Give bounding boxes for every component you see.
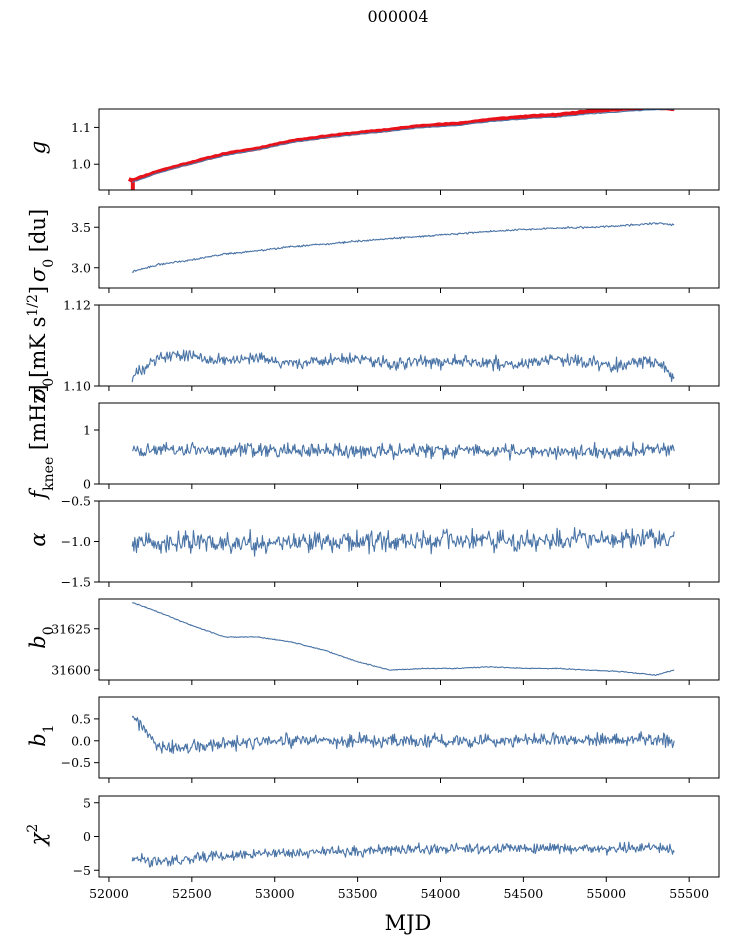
- y-tick-label: 1.10: [63, 379, 91, 394]
- y-tick-label: −0.5: [61, 755, 91, 770]
- y-tick-label: 31625: [51, 621, 91, 636]
- x-tick-label: 54000: [421, 886, 461, 901]
- series-sigma0_mK-data: [131, 349, 675, 383]
- panel-alpha: −1.5 −1.0 −0.5 α: [26, 494, 720, 590]
- y-axis-label: χ2: [25, 824, 50, 848]
- y-tick-label: 3.5: [71, 220, 91, 235]
- y-tick-label: 0: [83, 477, 91, 492]
- x-tick-label: 53000: [255, 886, 295, 901]
- y-tick-label: 0: [83, 829, 91, 844]
- x-tick-label: 52000: [89, 886, 129, 901]
- y-tick-label: −1.5: [61, 575, 91, 590]
- series-chi2-data: [131, 841, 675, 868]
- panel-frame: [98, 696, 720, 779]
- series-fknee-data: [131, 441, 675, 461]
- panel-frame: [98, 402, 720, 485]
- y-tick-label: −0.5: [61, 494, 91, 509]
- y-tick-label: 0.5: [71, 711, 91, 726]
- panel-frame: [98, 795, 720, 878]
- figure-title: 000004: [367, 7, 428, 26]
- y-axis-label: b0: [26, 626, 57, 648]
- series-b0-data: [132, 602, 675, 676]
- panel-sigma0_mK: 1.10 1.12 σ0[mK s1/2]: [25, 286, 720, 401]
- y-tick-label: −5: [73, 863, 91, 878]
- panel-frame: [98, 206, 720, 289]
- y-tick-label: 5: [83, 795, 91, 810]
- x-axis-label: MJD: [385, 911, 432, 935]
- y-tick-label: 31600: [51, 663, 91, 678]
- panel-sigma0_du: 3.0 3.5 σ0 [du]: [26, 206, 720, 293]
- series-b1-data: [131, 715, 675, 755]
- series-g-fit: [127, 109, 675, 183]
- x-tick-label: 55500: [669, 886, 709, 901]
- y-tick-label: 1.0: [71, 157, 91, 172]
- y-tick-label: 1: [83, 423, 91, 438]
- panel-b1: −0.5 0.0 0.5 b1: [26, 696, 720, 783]
- panel-chi2: −5 0 5 χ2: [25, 795, 720, 882]
- series-sigma0_du-data: [131, 222, 675, 273]
- x-tick-label: 54500: [504, 886, 544, 901]
- panel-frame: [98, 304, 720, 387]
- x-tick-label: 53500: [338, 886, 378, 901]
- y-axis-label: g: [26, 141, 50, 154]
- x-tick-label: 52500: [172, 886, 212, 901]
- panel-frame: [98, 108, 720, 191]
- x-axis: 52000 52500 53000 53500 54000 54500 55000 55500: [89, 886, 709, 901]
- panel-frame: [98, 500, 720, 583]
- series-alpha-data: [131, 527, 675, 557]
- y-axis-label: α: [26, 532, 50, 546]
- y-axis-label: σ0[mK s1/2]: [25, 286, 57, 401]
- panel-frame: [98, 598, 720, 681]
- panel-fknee: 0 1 fknee [mHz]: [26, 384, 720, 501]
- x-tick-label: 55000: [586, 886, 626, 901]
- y-tick-label: 3.0: [71, 260, 91, 275]
- y-axis-label: σ0 [du]: [26, 209, 57, 282]
- y-tick-label: 0.0: [71, 733, 91, 748]
- y-axis-label: b1: [26, 724, 57, 746]
- y-tick-label: 1.1: [71, 120, 91, 135]
- panel-g: 1.0 1.1 g: [26, 108, 720, 195]
- y-tick-label: −1.0: [61, 534, 91, 549]
- y-axis-label: fknee [mHz]: [26, 384, 57, 500]
- series-g-data: [131, 109, 675, 183]
- y-tick-label: 1.12: [63, 298, 91, 313]
